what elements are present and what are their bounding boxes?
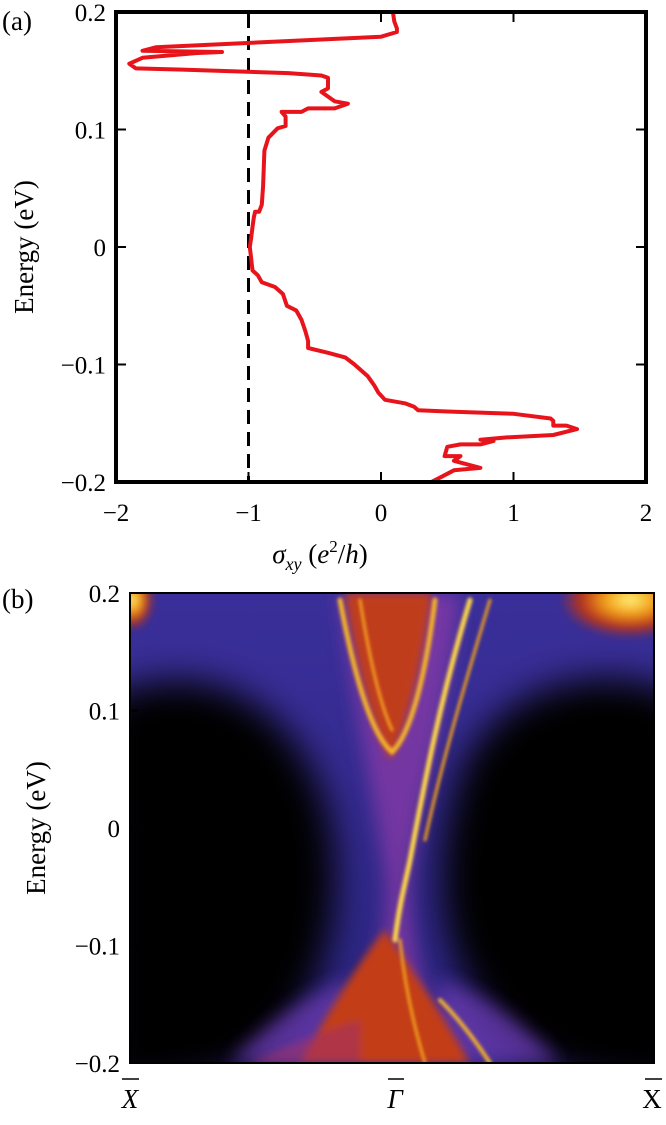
k-point-labels: X Γ X <box>121 1078 662 1114</box>
y-tick-label: 0.2 <box>75 0 106 27</box>
y-tick-label: 0.1 <box>89 699 120 726</box>
panel-a-y-axis-label: Energy (eV) <box>9 180 39 314</box>
x-tick-label: −1 <box>235 500 262 527</box>
panel-b-y-tick-labels: 0.2 0.1 0 −0.1 −0.2 <box>75 581 120 1078</box>
k-label-x-right: X <box>642 1078 662 1114</box>
panel-b-label: (b) <box>2 584 33 614</box>
sigma-xy-curve <box>127 12 580 482</box>
panel-a-label: (a) <box>2 6 32 36</box>
x-tick-label: 1 <box>507 500 520 527</box>
y-tick-label: 0.1 <box>75 118 106 145</box>
k-label-gamma: Γ <box>386 1078 404 1114</box>
panel-b-y-axis-label: Energy (eV) <box>21 761 51 895</box>
x-tick-label: −2 <box>103 500 130 527</box>
x-tick-label: 2 <box>640 500 653 527</box>
panel-a-y-tick-labels: 0.2 0.1 0 −0.1 −0.2 <box>61 0 106 497</box>
y-tick-label: 0.2 <box>89 581 120 608</box>
svg-text:X: X <box>642 1084 662 1114</box>
panel-b: (b) <box>2 581 662 1114</box>
panel-b-frame <box>129 592 655 1064</box>
y-tick-label: −0.2 <box>61 470 106 497</box>
y-tick-label: 0 <box>108 816 121 843</box>
y-tick-label: −0.1 <box>75 934 120 961</box>
y-tick-label: −0.2 <box>75 1051 120 1078</box>
k-label-x-left: X <box>121 1078 140 1114</box>
panel-a: (a) −2 −1 0 1 2 0.2 0.1 0 −0.1 −0.2 σxy (e2/h) E… <box>2 0 652 574</box>
panel-a-x-axis-label: σxy (e2/h) <box>272 537 368 574</box>
svg-text:Γ: Γ <box>386 1084 404 1114</box>
panel-a-ticks <box>115 11 647 483</box>
panel-a-x-tick-labels: −2 −1 0 1 2 <box>103 500 653 527</box>
panel-a-frame <box>114 10 648 484</box>
spectral-heatmap <box>130 593 654 1063</box>
x-tick-label: 0 <box>375 500 388 527</box>
y-tick-label: −0.1 <box>61 353 106 380</box>
svg-text:X: X <box>121 1084 140 1114</box>
y-tick-label: 0 <box>94 235 107 262</box>
